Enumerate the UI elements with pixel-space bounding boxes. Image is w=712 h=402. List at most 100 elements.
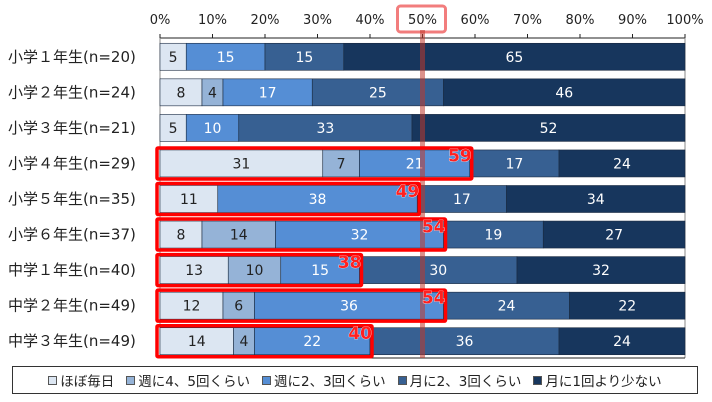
bar-value-label: 10 — [204, 121, 222, 137]
x-tick-label: 10% — [198, 13, 227, 28]
bar-segment — [569, 291, 686, 320]
bar-value-label: 19 — [484, 228, 502, 244]
row-label: 中学２年生(n=49) — [8, 297, 136, 315]
x-tick-label: 0% — [150, 13, 171, 28]
legend-item: 週に2、3回くらい — [261, 370, 386, 390]
row-label: 小学６年生(n=37) — [8, 226, 136, 244]
legend-swatch — [533, 375, 543, 385]
bar-segment — [238, 114, 413, 142]
bar-segment — [558, 149, 686, 178]
bar-value-label: 38 — [309, 192, 327, 208]
legend-label: ほぼ毎日 — [60, 374, 115, 390]
bar-segment — [159, 78, 203, 107]
legend-swatch — [126, 375, 136, 385]
x-tick-label: 20% — [251, 13, 280, 28]
bar-value-label: 27 — [605, 228, 623, 244]
reference-line-50 — [420, 30, 425, 358]
bar-value-label: 14 — [188, 334, 206, 350]
bar-segment — [343, 42, 686, 71]
highlight-sum-label: 40 — [348, 324, 372, 344]
x-tick-label: 90% — [618, 13, 647, 28]
x-tick-label: 30% — [303, 13, 332, 28]
bar-value-label: 13 — [185, 263, 203, 279]
bar-value-label: 33 — [316, 121, 334, 137]
row-label: 小学５年生(n=35) — [8, 190, 136, 208]
bar-value-label: 5 — [169, 121, 178, 137]
bar-segment — [443, 291, 570, 320]
legend: ほぼ毎日 週に4、5回くらい 週に2、3回くらい 月に2、3回くらい 月に1回よ… — [12, 366, 698, 394]
bar-value-label: 52 — [540, 121, 558, 137]
row-label: 小学３年生(n=21) — [8, 119, 136, 137]
bar-segment — [159, 220, 203, 249]
bar-segment — [254, 291, 444, 320]
bar-segment — [280, 256, 360, 284]
bar-segment — [185, 42, 266, 71]
bar-segment — [159, 42, 187, 71]
legend-label: 週に4、5回くらい — [138, 374, 250, 390]
highlight-box — [155, 146, 474, 181]
highlight-box — [155, 181, 421, 217]
x-tick-label: 60% — [461, 13, 490, 28]
legend-item: 週に4、5回くらい — [126, 370, 250, 390]
bar-segment — [506, 185, 686, 213]
bar-value-label: 24 — [613, 334, 631, 350]
row-label: 小学１年生(n=20) — [8, 48, 136, 66]
bar-value-label: 34 — [587, 192, 605, 208]
bar-value-label: 17 — [505, 156, 523, 172]
bar-value-label: 22 — [303, 334, 321, 350]
bar-segment — [185, 114, 240, 142]
highlight-sum-label: 59 — [448, 146, 472, 166]
row-label: 中学３年生(n=49) — [8, 332, 136, 350]
bar-value-label: 65 — [505, 50, 523, 66]
bar-value-label: 7 — [337, 156, 346, 172]
bar-segment — [275, 220, 444, 249]
bar-value-label: 17 — [259, 85, 277, 101]
bar-value-label: 25 — [369, 85, 387, 101]
x-tick-label: 70% — [513, 13, 542, 28]
legend-label: 月に1回より少ない — [545, 374, 662, 390]
highlight-box — [155, 288, 448, 323]
highlight-sum-label: 54 — [422, 218, 446, 238]
x-tick-label: 50% — [408, 13, 437, 28]
x-tick-label: 40% — [356, 13, 385, 28]
bar-value-label: 8 — [177, 85, 186, 101]
bar-segment — [558, 327, 686, 356]
bar-value-label: 17 — [453, 192, 471, 208]
legend-item: 月に1回より少ない — [533, 370, 662, 390]
highlight-box — [155, 252, 364, 288]
highlight-sum-label: 54 — [422, 289, 446, 309]
bar-segment — [443, 220, 544, 249]
x-tick-label: 80% — [566, 13, 595, 28]
bar-value-label: 30 — [429, 263, 447, 279]
bar-segment — [227, 256, 282, 284]
bar-value-label: 22 — [618, 299, 636, 315]
bar-value-label: 21 — [406, 156, 424, 172]
legend-item: ほぼ毎日 — [48, 370, 114, 390]
x-axis: 0% 10% 20% 30% 40% 50% 60% 70% 80% 90% 100% — [150, 4, 704, 359]
bar-value-label: 15 — [217, 50, 235, 66]
bar-segment — [201, 220, 276, 249]
legend-swatch — [261, 375, 271, 385]
highlight-box — [155, 217, 448, 252]
bar-value-label: 36 — [340, 299, 358, 315]
bar-value-label: 15 — [295, 50, 313, 66]
bar-value-label: 36 — [456, 334, 474, 350]
bar-segment — [159, 114, 187, 142]
highlight-sum-label: 38 — [338, 253, 362, 273]
row-label: 小学２年生(n=24) — [8, 83, 136, 101]
legend-label: 週に2、3回くらい — [273, 374, 386, 390]
bar-segment — [516, 256, 686, 284]
bar-value-label: 46 — [555, 85, 573, 101]
highlight-sum-label: 49 — [396, 182, 420, 202]
bar-value-label: 11 — [180, 192, 198, 208]
row-labels: 小学１年生(n=20) 小学２年生(n=24) 小学３年生(n=21) 小学４年生(n… — [8, 48, 136, 350]
bar-segment — [359, 256, 518, 284]
bar-segment — [217, 185, 418, 213]
bar-segment — [322, 149, 360, 178]
bar-segment — [159, 149, 324, 178]
bar-segment — [254, 327, 371, 356]
bar-segment — [369, 327, 560, 356]
bar-segment — [159, 256, 229, 284]
